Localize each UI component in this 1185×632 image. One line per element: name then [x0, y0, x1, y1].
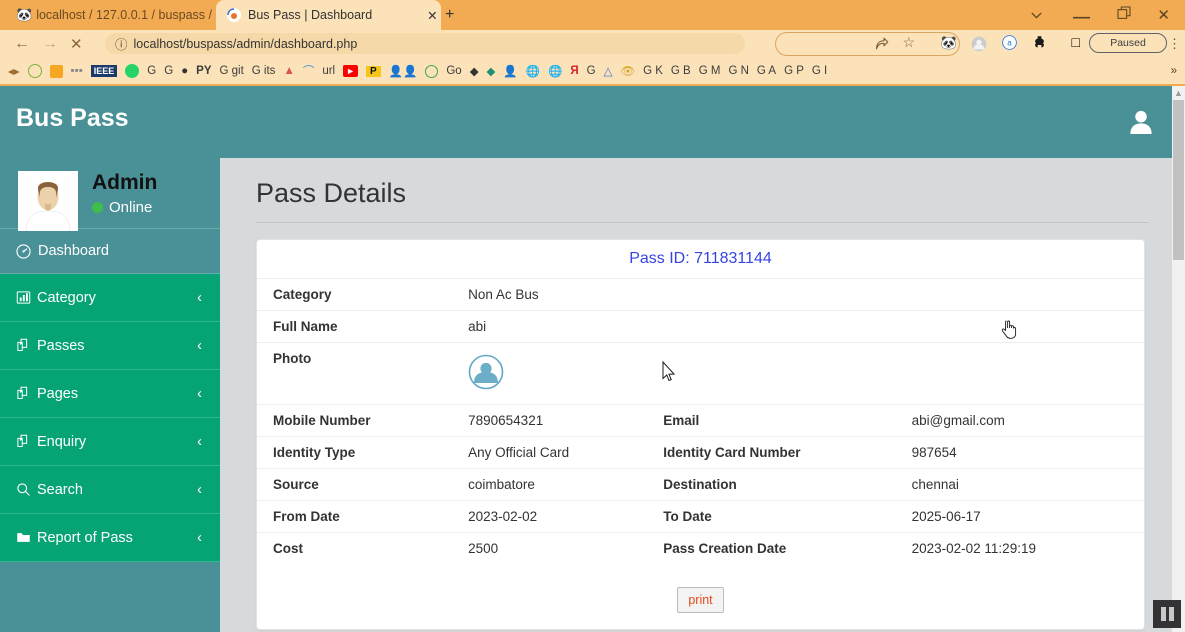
svg-text:a: a — [1007, 39, 1012, 48]
